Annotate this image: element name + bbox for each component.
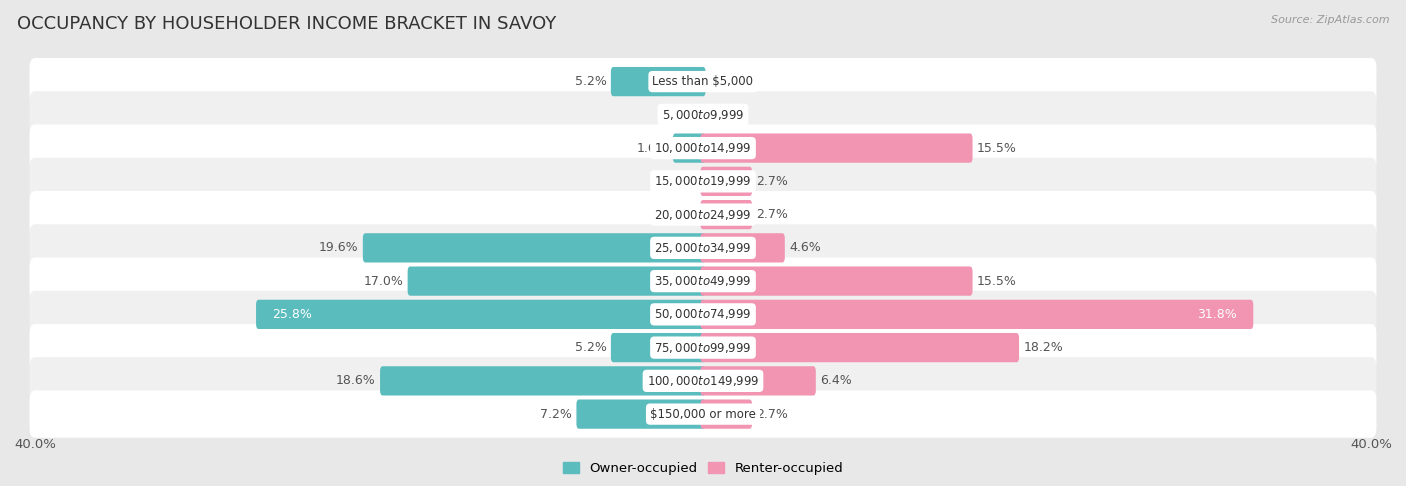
FancyBboxPatch shape bbox=[700, 366, 815, 396]
FancyBboxPatch shape bbox=[610, 333, 706, 362]
FancyBboxPatch shape bbox=[30, 357, 1376, 404]
FancyBboxPatch shape bbox=[256, 300, 706, 329]
Text: $35,000 to $49,999: $35,000 to $49,999 bbox=[654, 274, 752, 288]
FancyBboxPatch shape bbox=[700, 300, 1253, 329]
Text: $15,000 to $19,999: $15,000 to $19,999 bbox=[654, 174, 752, 189]
Text: $150,000 or more: $150,000 or more bbox=[650, 408, 756, 420]
FancyBboxPatch shape bbox=[700, 233, 785, 262]
FancyBboxPatch shape bbox=[30, 224, 1376, 272]
FancyBboxPatch shape bbox=[30, 324, 1376, 371]
FancyBboxPatch shape bbox=[576, 399, 706, 429]
FancyBboxPatch shape bbox=[363, 233, 706, 262]
FancyBboxPatch shape bbox=[673, 134, 706, 163]
Text: 0.0%: 0.0% bbox=[664, 208, 696, 221]
Text: 18.6%: 18.6% bbox=[336, 374, 375, 387]
Text: 0.0%: 0.0% bbox=[710, 75, 742, 88]
Text: $10,000 to $14,999: $10,000 to $14,999 bbox=[654, 141, 752, 155]
Text: 2.7%: 2.7% bbox=[756, 408, 789, 420]
Text: 5.2%: 5.2% bbox=[575, 341, 606, 354]
FancyBboxPatch shape bbox=[610, 67, 706, 96]
FancyBboxPatch shape bbox=[30, 58, 1376, 105]
Text: $20,000 to $24,999: $20,000 to $24,999 bbox=[654, 208, 752, 222]
Text: 4.6%: 4.6% bbox=[789, 242, 821, 254]
Text: OCCUPANCY BY HOUSEHOLDER INCOME BRACKET IN SAVOY: OCCUPANCY BY HOUSEHOLDER INCOME BRACKET … bbox=[17, 15, 557, 33]
FancyBboxPatch shape bbox=[700, 333, 1019, 362]
Text: $75,000 to $99,999: $75,000 to $99,999 bbox=[654, 341, 752, 355]
Text: 19.6%: 19.6% bbox=[319, 242, 359, 254]
Text: $50,000 to $74,999: $50,000 to $74,999 bbox=[654, 307, 752, 321]
Text: 0.0%: 0.0% bbox=[664, 108, 696, 122]
Text: Source: ZipAtlas.com: Source: ZipAtlas.com bbox=[1271, 15, 1389, 25]
FancyBboxPatch shape bbox=[30, 291, 1376, 338]
Text: 15.5%: 15.5% bbox=[977, 275, 1017, 288]
Text: 18.2%: 18.2% bbox=[1024, 341, 1063, 354]
Text: 40.0%: 40.0% bbox=[1350, 438, 1392, 451]
FancyBboxPatch shape bbox=[700, 266, 973, 296]
Text: 7.2%: 7.2% bbox=[540, 408, 572, 420]
FancyBboxPatch shape bbox=[30, 258, 1376, 305]
Text: 5.2%: 5.2% bbox=[575, 75, 606, 88]
Text: $25,000 to $34,999: $25,000 to $34,999 bbox=[654, 241, 752, 255]
Text: 15.5%: 15.5% bbox=[977, 141, 1017, 155]
FancyBboxPatch shape bbox=[700, 167, 752, 196]
FancyBboxPatch shape bbox=[380, 366, 706, 396]
FancyBboxPatch shape bbox=[700, 134, 973, 163]
Legend: Owner-occupied, Renter-occupied: Owner-occupied, Renter-occupied bbox=[558, 456, 848, 480]
Text: 2.7%: 2.7% bbox=[756, 175, 789, 188]
FancyBboxPatch shape bbox=[700, 200, 752, 229]
Text: 17.0%: 17.0% bbox=[363, 275, 404, 288]
Text: 40.0%: 40.0% bbox=[14, 438, 56, 451]
Text: 25.8%: 25.8% bbox=[273, 308, 312, 321]
Text: 6.4%: 6.4% bbox=[820, 374, 852, 387]
FancyBboxPatch shape bbox=[700, 399, 752, 429]
FancyBboxPatch shape bbox=[408, 266, 706, 296]
Text: 0.0%: 0.0% bbox=[664, 175, 696, 188]
Text: $5,000 to $9,999: $5,000 to $9,999 bbox=[662, 108, 744, 122]
FancyBboxPatch shape bbox=[30, 391, 1376, 438]
FancyBboxPatch shape bbox=[30, 158, 1376, 205]
Text: 31.8%: 31.8% bbox=[1197, 308, 1237, 321]
Text: 0.0%: 0.0% bbox=[710, 108, 742, 122]
Text: $100,000 to $149,999: $100,000 to $149,999 bbox=[647, 374, 759, 388]
Text: Less than $5,000: Less than $5,000 bbox=[652, 75, 754, 88]
Text: 2.7%: 2.7% bbox=[756, 208, 789, 221]
FancyBboxPatch shape bbox=[30, 191, 1376, 238]
Text: 1.6%: 1.6% bbox=[637, 141, 669, 155]
FancyBboxPatch shape bbox=[30, 124, 1376, 172]
FancyBboxPatch shape bbox=[30, 91, 1376, 139]
